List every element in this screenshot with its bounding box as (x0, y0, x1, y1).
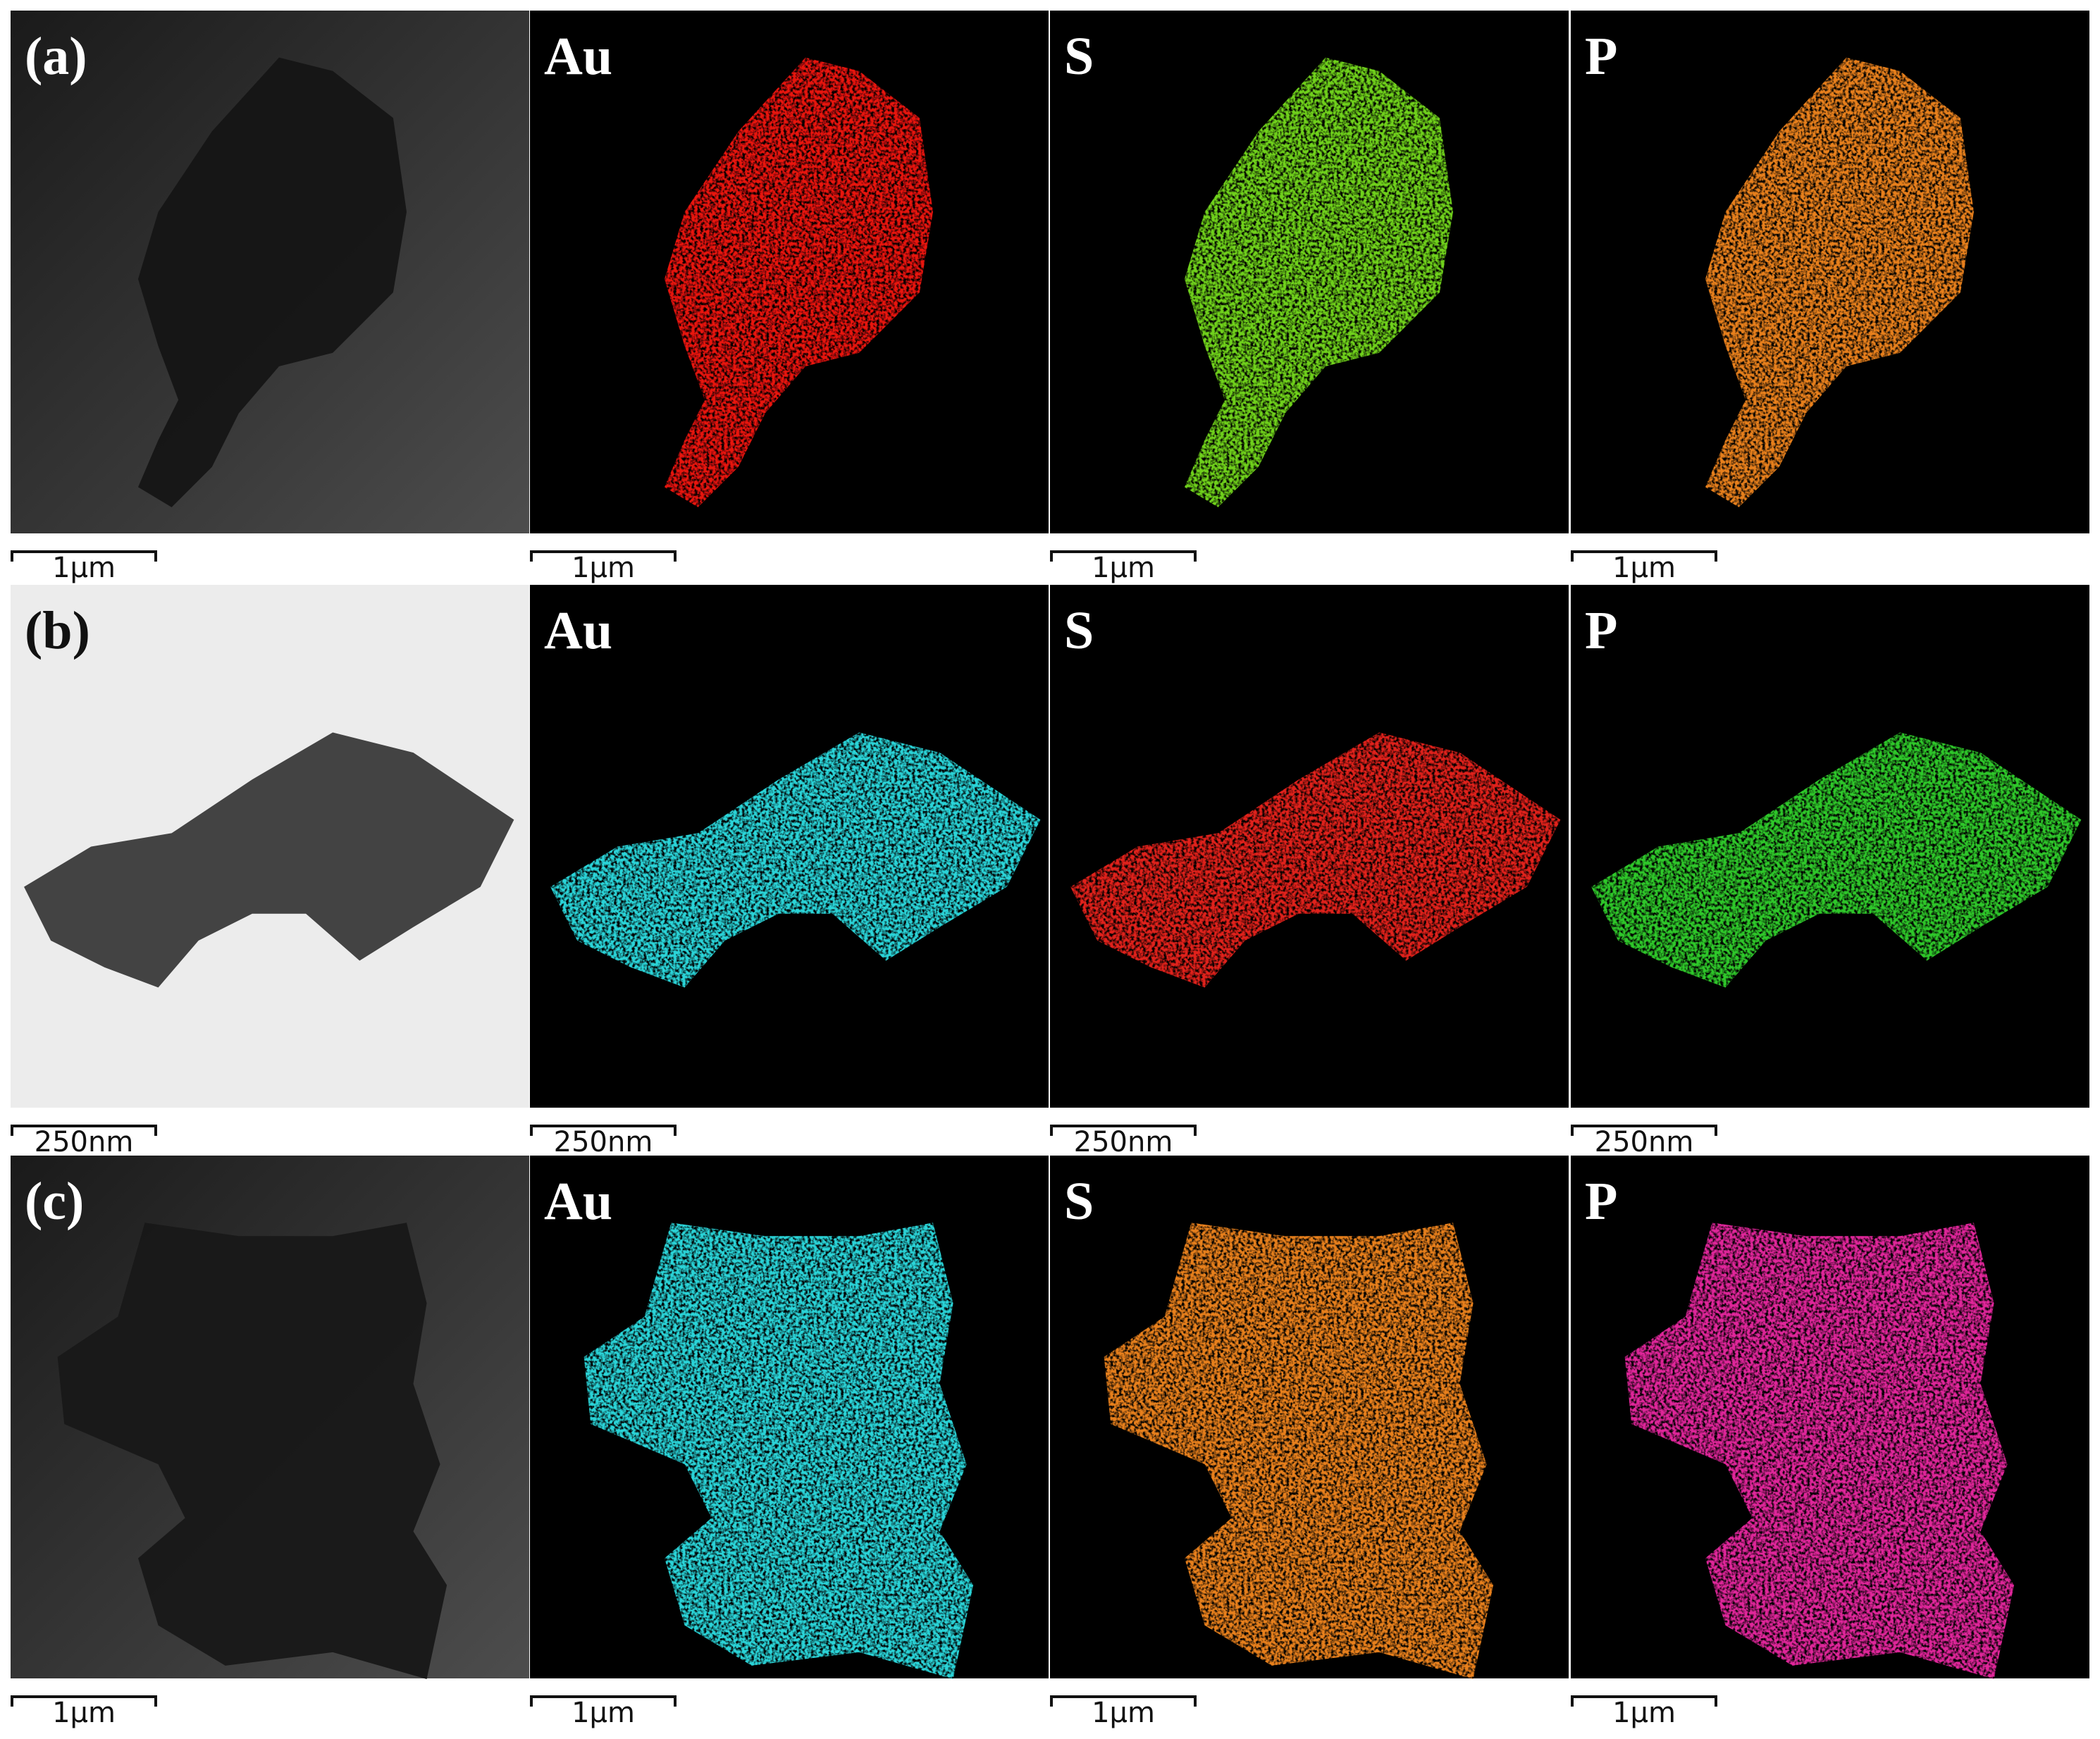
panel: (a) (11, 11, 529, 533)
specimen-shape (583, 1223, 974, 1679)
scale-bar (530, 1695, 677, 1707)
row-label: (b) (25, 601, 90, 660)
element-label: Au (544, 601, 612, 660)
scale-bar (1050, 1695, 1197, 1707)
specimen (57, 1223, 447, 1679)
specimen (1104, 1223, 1494, 1679)
specimen (583, 1223, 974, 1679)
panel: (c) (11, 1156, 529, 1679)
panel: Au (530, 1156, 1049, 1679)
scale-bar (1050, 550, 1197, 562)
specimen-shape (1591, 732, 2082, 988)
scale-bar-label: 1μm (52, 552, 116, 584)
specimen-shape (1184, 57, 1453, 507)
scale-bar (1050, 1125, 1197, 1136)
scale-bar (1571, 550, 1717, 562)
scale-bar-label: 250nm (1074, 1126, 1173, 1158)
element-label: S (1064, 601, 1094, 660)
panel: P (1571, 1156, 2089, 1679)
specimen-shape (137, 57, 407, 507)
specimen-shape (1070, 732, 1561, 988)
row-label: (a) (25, 27, 87, 86)
scale-bar (530, 1125, 677, 1136)
element-label: S (1064, 27, 1094, 86)
specimen-shape (550, 732, 1041, 988)
specimen (1184, 57, 1453, 507)
panel: P (1571, 11, 2089, 533)
scale-bar-label: 1μm (1612, 552, 1676, 584)
element-label: P (1585, 1172, 1617, 1231)
scale-bar (11, 1125, 157, 1136)
specimen (24, 732, 514, 988)
panel: (b) (11, 585, 529, 1108)
panel: Au (530, 11, 1049, 533)
specimen (1591, 732, 2082, 988)
specimen (137, 57, 407, 507)
element-label: S (1064, 1172, 1094, 1231)
scale-bar-label: 1μm (52, 1697, 116, 1729)
panel: P (1571, 585, 2089, 1108)
scale-bar-label: 250nm (554, 1126, 653, 1158)
scale-bar-label: 250nm (35, 1126, 134, 1158)
panel: S (1050, 11, 1569, 533)
specimen-shape (24, 732, 514, 988)
specimen-shape (1104, 1223, 1494, 1679)
scale-bar-label: 1μm (1092, 552, 1155, 584)
element-label: P (1585, 27, 1617, 86)
specimen-shape (1705, 57, 1974, 507)
specimen (1070, 732, 1561, 988)
specimen-shape (1624, 1223, 2015, 1679)
specimen (664, 57, 933, 507)
specimen-shape (664, 57, 933, 507)
panel: S (1050, 585, 1569, 1108)
scale-bar-label: 1μm (572, 552, 635, 584)
element-label: Au (544, 1172, 612, 1231)
scale-bar (11, 1695, 157, 1707)
specimen (550, 732, 1041, 988)
element-label: Au (544, 27, 612, 86)
scale-bar-label: 250nm (1595, 1126, 1694, 1158)
scale-bar-label: 1μm (1092, 1697, 1155, 1729)
scale-bar (1571, 1125, 1717, 1136)
scale-bar (530, 550, 677, 562)
panel: Au (530, 585, 1049, 1108)
scale-bar (1571, 1695, 1717, 1707)
specimen (1705, 57, 1974, 507)
row-label: (c) (25, 1172, 84, 1231)
scale-bar (11, 550, 157, 562)
specimen (1624, 1223, 2015, 1679)
panel: S (1050, 1156, 1569, 1679)
scale-bar-label: 1μm (572, 1697, 635, 1729)
specimen-shape (57, 1223, 447, 1679)
scale-bar-label: 1μm (1612, 1697, 1676, 1729)
element-label: P (1585, 601, 1617, 660)
